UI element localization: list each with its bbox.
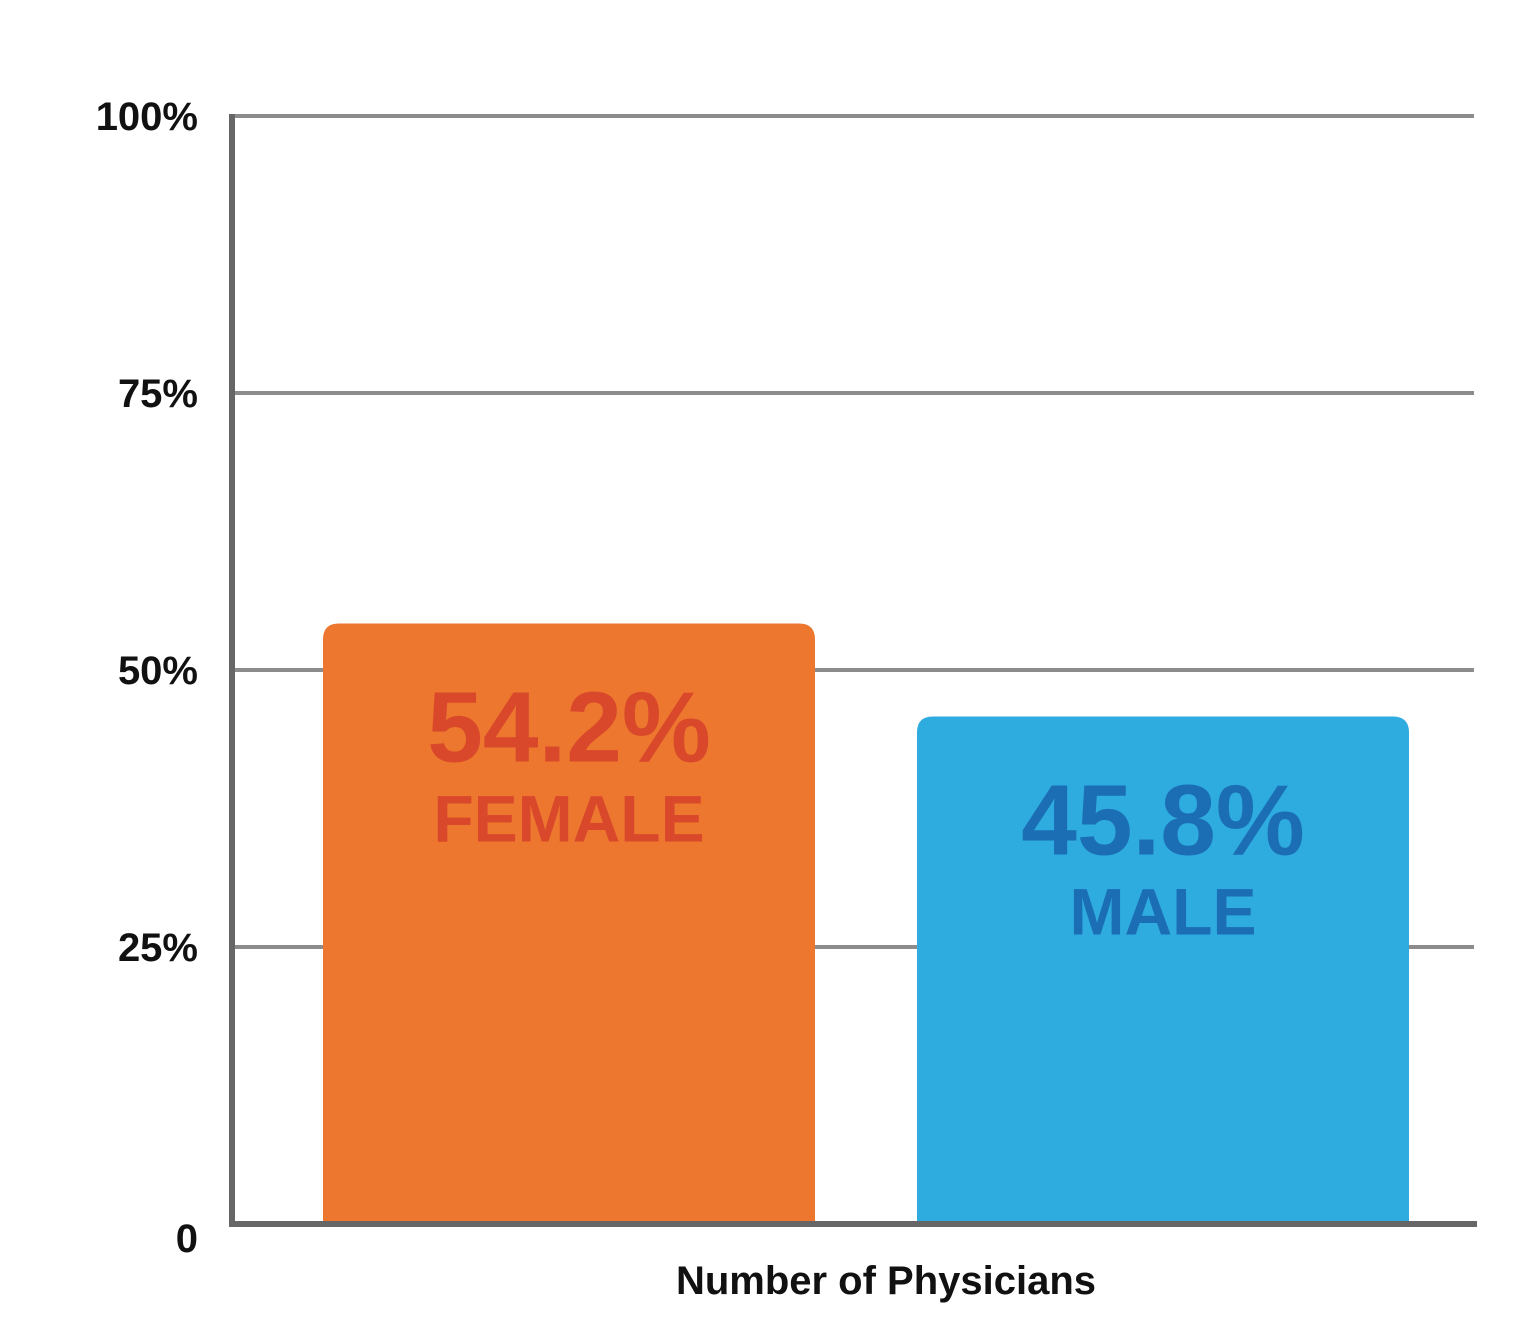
bar-value-label: 45.8% [1021, 765, 1305, 877]
bar-female [323, 623, 815, 1224]
y-tick-label: 25% [118, 926, 198, 970]
y-tick-label: 50% [118, 649, 198, 693]
y-tick-label: 0 [176, 1217, 198, 1261]
axes [229, 114, 1477, 1227]
bar-category-label: MALE [1070, 875, 1257, 949]
y-tick-label: 75% [118, 372, 198, 416]
y-tick-label: 100% [96, 95, 198, 139]
bar-male [917, 716, 1409, 1224]
bar-group-male: 45.8%MALE [917, 716, 1409, 1224]
bar-category-label: FEMALE [433, 781, 704, 855]
y-tick-labels: 0 25% 50% 75% 100% [96, 95, 198, 1261]
x-axis-label: Number of Physicians [676, 1259, 1096, 1303]
bar-value-label: 54.2% [427, 671, 711, 783]
bar-group-female: 54.2%FEMALE [323, 623, 815, 1224]
bars: 54.2%FEMALE 45.8%MALE [323, 623, 1409, 1224]
